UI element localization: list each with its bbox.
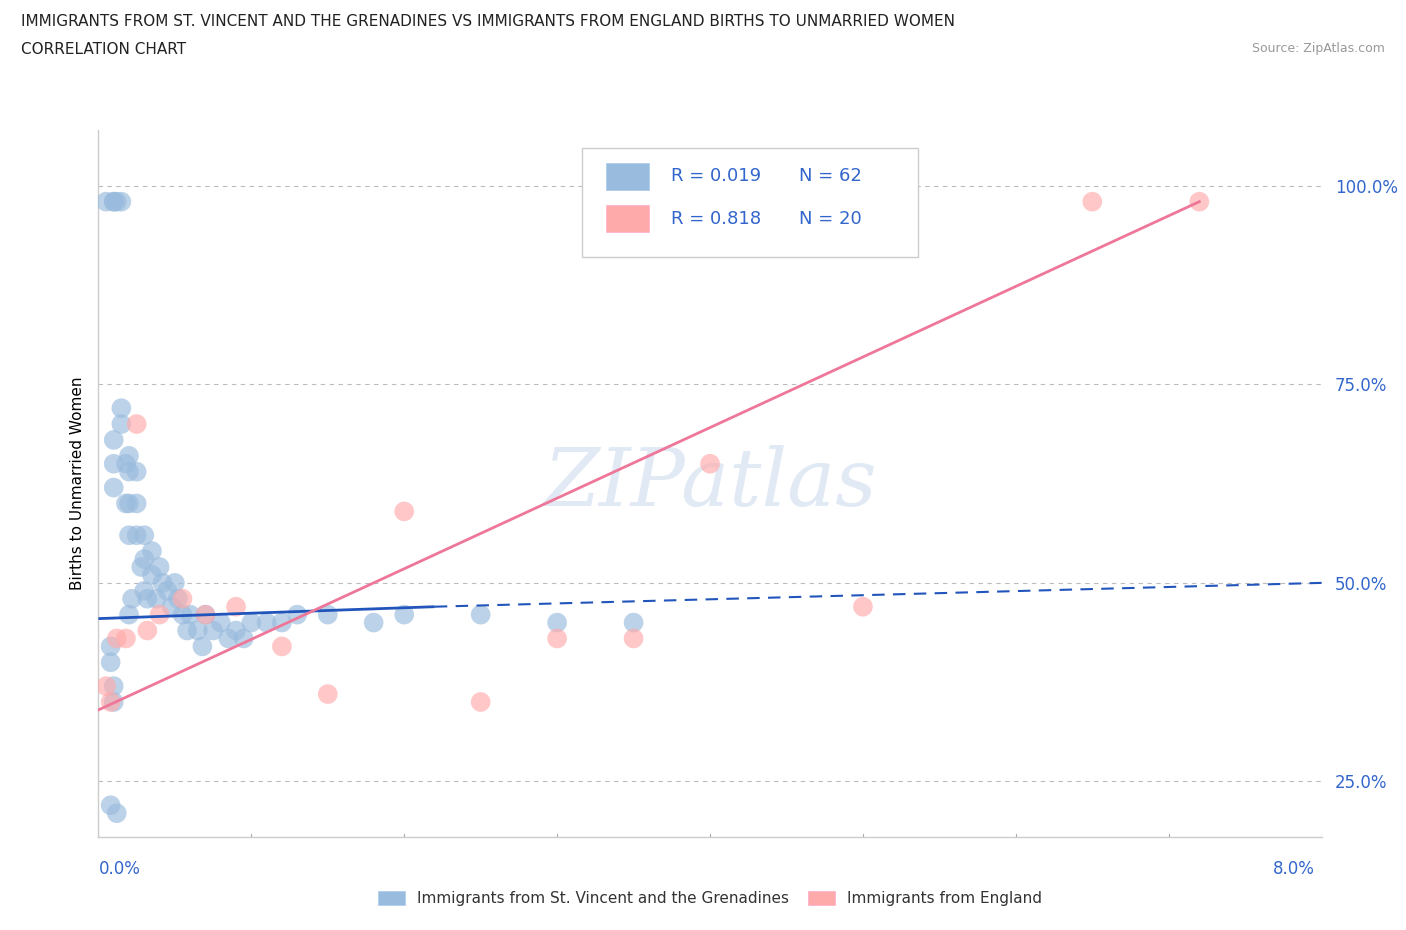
Point — [1188, 194, 1211, 209]
Point — [209, 615, 232, 630]
FancyBboxPatch shape — [606, 163, 648, 190]
Point — [103, 457, 125, 472]
Point — [172, 591, 194, 606]
Point — [225, 599, 247, 614]
Text: 0.0%: 0.0% — [98, 860, 141, 878]
Point — [1081, 194, 1104, 209]
Text: ZIPatlas: ZIPatlas — [543, 445, 877, 523]
Point — [217, 631, 239, 646]
Point — [136, 591, 159, 606]
Text: R = 0.818: R = 0.818 — [671, 209, 761, 228]
Point — [100, 655, 122, 670]
Point — [176, 623, 198, 638]
Text: IMMIGRANTS FROM ST. VINCENT AND THE GRENADINES VS IMMIGRANTS FROM ENGLAND BIRTHS: IMMIGRANTS FROM ST. VINCENT AND THE GREN… — [21, 14, 955, 29]
Point — [103, 432, 125, 447]
Point — [125, 528, 148, 543]
Point — [121, 591, 143, 606]
Point — [194, 607, 217, 622]
Point — [202, 623, 225, 638]
Point — [172, 607, 194, 622]
Point — [134, 551, 156, 566]
Point — [134, 528, 156, 543]
Point — [129, 560, 152, 575]
Point — [316, 607, 339, 622]
Point — [392, 504, 416, 519]
Point — [100, 639, 122, 654]
Point — [152, 576, 174, 591]
Point — [125, 464, 148, 479]
FancyBboxPatch shape — [582, 148, 918, 258]
Point — [110, 194, 132, 209]
Point — [225, 623, 247, 638]
Point — [100, 798, 122, 813]
Y-axis label: Births to Unmarried Women: Births to Unmarried Women — [69, 377, 84, 591]
Point — [100, 695, 122, 710]
Point — [103, 480, 125, 495]
Point — [149, 560, 172, 575]
Point — [470, 607, 492, 622]
Point — [125, 417, 148, 432]
Point — [145, 591, 167, 606]
Point — [105, 194, 128, 209]
Point — [256, 615, 278, 630]
Point — [163, 576, 186, 591]
Point — [118, 496, 141, 511]
Point — [316, 686, 339, 701]
Text: 8.0%: 8.0% — [1272, 860, 1315, 878]
Point — [141, 567, 163, 582]
Text: Source: ZipAtlas.com: Source: ZipAtlas.com — [1251, 42, 1385, 55]
Point — [160, 599, 183, 614]
FancyBboxPatch shape — [606, 206, 648, 232]
Point — [118, 448, 141, 463]
Point — [115, 496, 138, 511]
Point — [191, 639, 214, 654]
Point — [270, 615, 294, 630]
Point — [118, 528, 141, 543]
Point — [118, 464, 141, 479]
Point — [103, 679, 125, 694]
Text: CORRELATION CHART: CORRELATION CHART — [21, 42, 186, 57]
Point — [194, 607, 217, 622]
Point — [363, 615, 385, 630]
Point — [546, 631, 568, 646]
Point — [94, 679, 117, 694]
Text: N = 20: N = 20 — [800, 209, 862, 228]
Point — [141, 544, 163, 559]
Point — [103, 194, 125, 209]
Point — [470, 695, 492, 710]
Point — [270, 639, 294, 654]
Text: R = 0.019: R = 0.019 — [671, 167, 761, 185]
Point — [623, 615, 645, 630]
Point — [187, 623, 209, 638]
Point — [167, 591, 190, 606]
Point — [546, 615, 568, 630]
Point — [179, 607, 201, 622]
Point — [392, 607, 416, 622]
Point — [149, 607, 172, 622]
Point — [232, 631, 254, 646]
Point — [94, 194, 117, 209]
Point — [623, 631, 645, 646]
Point — [110, 417, 132, 432]
Point — [699, 457, 721, 472]
Text: N = 62: N = 62 — [800, 167, 862, 185]
Point — [105, 631, 128, 646]
Point — [103, 194, 125, 209]
Legend: Immigrants from St. Vincent and the Grenadines, Immigrants from England: Immigrants from St. Vincent and the Gren… — [373, 886, 1047, 910]
Point — [285, 607, 308, 622]
Point — [134, 583, 156, 598]
Point — [125, 496, 148, 511]
Point — [852, 599, 875, 614]
Point — [105, 805, 128, 820]
Point — [103, 695, 125, 710]
Point — [156, 583, 179, 598]
Point — [118, 607, 141, 622]
Point — [115, 631, 138, 646]
Point — [136, 623, 159, 638]
Point — [110, 401, 132, 416]
Point — [115, 457, 138, 472]
Point — [240, 615, 263, 630]
